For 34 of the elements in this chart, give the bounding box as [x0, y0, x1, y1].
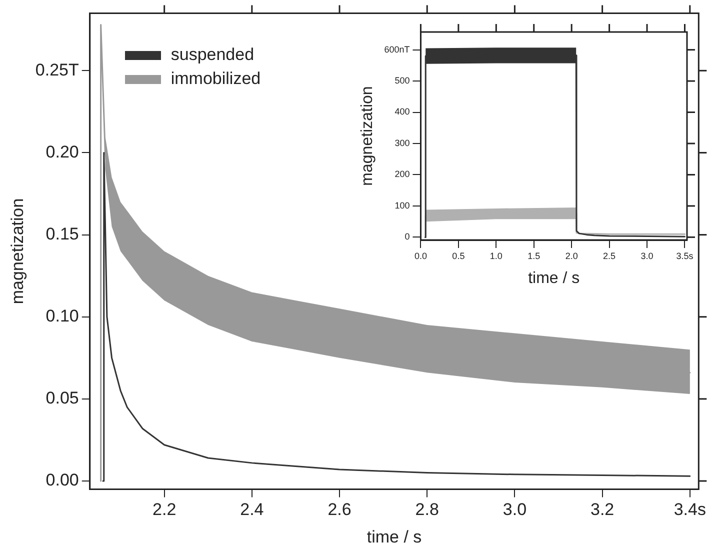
x-tick-label: 2.5	[603, 250, 616, 261]
y-tick-label: 100	[394, 200, 410, 210]
x-tick-label: 2.8	[415, 500, 439, 520]
y-tick-label: 0.25T	[35, 60, 79, 80]
x-tick-label: 3.5s	[676, 250, 694, 261]
legend-label: suspended	[170, 45, 254, 66]
x-axis-title: time / s	[528, 270, 580, 287]
y-tick-label: 500	[394, 76, 410, 86]
legend-label: immobilized	[170, 69, 261, 90]
x-tick-label: 3.4s	[674, 500, 706, 520]
x-tick-label: 2.4	[240, 500, 264, 520]
y-tick-label: 300	[394, 138, 410, 148]
y-tick-label: 0.05	[46, 388, 79, 408]
x-tick-label: 1.5	[528, 250, 540, 261]
x-tick-label: 2.0	[565, 250, 578, 261]
x-tick-label: 3.2	[590, 500, 614, 520]
y-tick-label: 0.20	[46, 142, 79, 162]
y-tick-label: 0.15	[46, 224, 79, 244]
x-tick-label: 3.0	[502, 500, 527, 520]
y-tick-label: 600nT	[384, 44, 410, 54]
x-tick-label: 2.6	[328, 500, 352, 520]
x-tick-label: 0.5	[452, 250, 465, 261]
y-axis-title: magnetization	[359, 86, 376, 186]
y-tick-label: 0.00	[46, 470, 79, 490]
y-tick-label: 0	[404, 232, 410, 242]
y-tick-label: 200	[394, 169, 410, 180]
y-tick-label: 0.10	[46, 306, 79, 326]
x-tick-label: 3.0	[640, 250, 654, 261]
y-axis-title: magnetization	[8, 198, 27, 304]
x-tick-label: 2.2	[152, 500, 176, 520]
x-tick-label: 0.0	[414, 250, 427, 261]
x-axis-title: time / s	[366, 527, 422, 546]
y-tick-label: 400	[394, 106, 410, 117]
x-tick-label: 1.0	[490, 250, 502, 261]
